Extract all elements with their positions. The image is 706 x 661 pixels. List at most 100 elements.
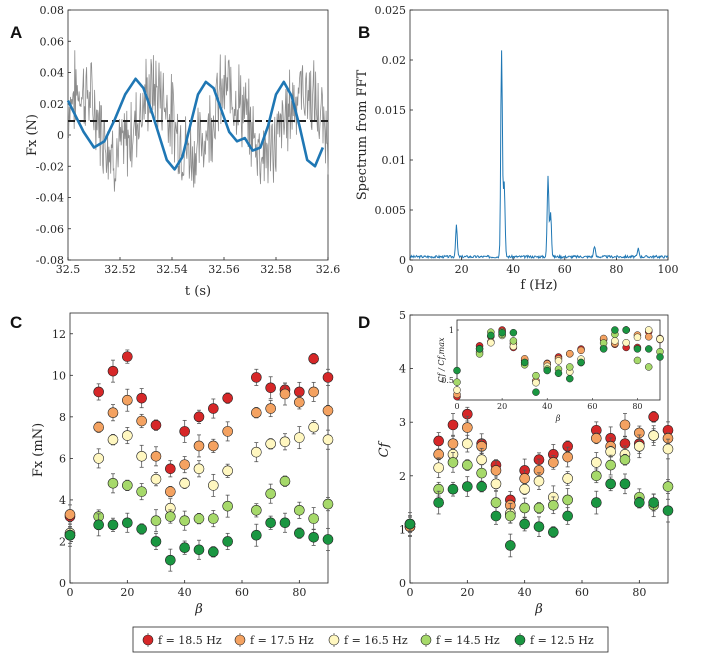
inset-point [599,345,608,353]
panel-a-ytick-label: -0.08 [36,254,64,267]
legend: f = 18.5 Hz f = 17.5 Hz f = 16.5 Hz f = 14.… [132,626,609,653]
panel-c-point [93,519,104,531]
panel-c-ytick-label: 10 [52,369,66,382]
panel-c-point [322,434,334,445]
panel-a-ytick-label: -0.04 [36,192,64,205]
inset-ytick-label: 0.5 [441,376,454,385]
inset-point [577,346,585,355]
panel-c-point [222,392,233,404]
panel-b-xtick-label: 20 [455,263,469,276]
inset-point [543,366,551,375]
panel-c-point [122,430,133,441]
panel-d-point [562,494,573,506]
panel-d-point [533,521,545,533]
inset-point [644,363,653,371]
panel-d-point [591,497,602,508]
panel-b-xtick-label: 60 [558,263,572,276]
panel-c-point [136,451,147,462]
panel-a-chart: 32.5 32.52 32.54 32.56 32.58 32.6 -0.08 -0.06 -0… [25,4,340,299]
panel-c-point [150,451,162,462]
inset-point [509,337,518,345]
inset-point [520,358,529,367]
legend-marker [514,634,526,646]
panel-a-xtick-label: 32.56 [208,263,240,276]
panel-c-point [251,505,262,516]
inset-point [644,345,653,353]
panel-c-point [294,432,305,443]
inset-point [498,328,506,337]
panel-c-point [93,453,104,464]
legend-label: f = 18.5 Hz [158,634,222,647]
panel-d-point [519,518,530,530]
panel-d-point [490,510,502,522]
inset-xtick-label: 40 [542,402,552,411]
panel-c-point [308,513,319,524]
inset-point [475,345,484,353]
panel-b-xlabel: f (Hz) [520,278,557,293]
panel-c-point [179,515,190,526]
panel-d-xtick-label: 0 [407,586,414,599]
inset-point [633,333,642,342]
panel-c-point [294,527,305,539]
panel-d-ytick-label: 0 [399,577,406,590]
panel-c-point [265,488,276,499]
panel-a-ytick-label: 0.08 [40,4,65,17]
panel-a-ytick-label: 0.06 [40,35,65,48]
panel-d-point [476,467,487,479]
panel-c-point [93,386,104,398]
panel-c-point [265,403,276,414]
panel-c-point [265,382,276,394]
smoothed-force-line [66,77,325,171]
panel-c-point [279,388,291,400]
panel-d-point [591,470,602,482]
panel-c-point [279,436,291,448]
panel-a-xtick-label: 32.54 [156,263,188,276]
inset-point [453,378,461,386]
panel-d-point [505,540,516,551]
panel-d-point [662,481,674,492]
panel-c-point [150,419,162,431]
inset-point [566,349,574,358]
panel-a-axes [67,9,329,261]
inset-ytick-label: 1 [449,326,454,335]
panel-d-point [548,457,559,468]
panel-c-ytick-label: 4 [59,494,66,507]
panel-d-point [562,473,573,484]
inset-point [644,333,653,341]
panel-c-point [107,434,119,445]
panel-c-point [165,554,176,566]
legend-label: f = 14.5 Hz [436,634,500,647]
panel-b-xtick-label: 0 [407,263,414,276]
panel-d-ytick-label: 3 [399,416,406,429]
panel-a-ytick-label: 0 [57,129,64,142]
panel-d-point [433,462,444,474]
panel-b-ytick-label: 0.015 [375,104,407,117]
inset-point [566,374,574,383]
panel-c-point [136,415,147,427]
panel-c-point [93,421,104,433]
inset-point [633,345,642,353]
panel-d-point [619,419,631,431]
panel-d-point [562,510,573,522]
panel-c-point [150,536,162,547]
panel-d-ytick-label: 5 [399,309,406,322]
inset-xtick-label: 80 [632,402,642,411]
panel-b-ytick-label: 0.005 [375,204,407,217]
panel-d-ytick-label: 1 [399,523,406,536]
panel-a-ytick-label: 0.04 [40,67,65,80]
panel-c-point [208,513,219,524]
inset-point [532,378,540,387]
panel-a-xlabel: t (s) [185,284,211,299]
panel-c-point [136,523,147,535]
panel-d-point [462,422,473,433]
panel-c-point [308,421,319,433]
panel-c-ytick-label: 0 [59,577,66,590]
inset-point [487,331,495,340]
panel-d-point [447,419,459,431]
panel-a-xtick-label: 32.5 [56,263,81,276]
panel-d-xtick-label: 80 [632,586,646,599]
legend-box [132,626,609,653]
panel-c-point [251,407,262,418]
panel-c-point [308,353,319,364]
inset-point [622,338,630,347]
